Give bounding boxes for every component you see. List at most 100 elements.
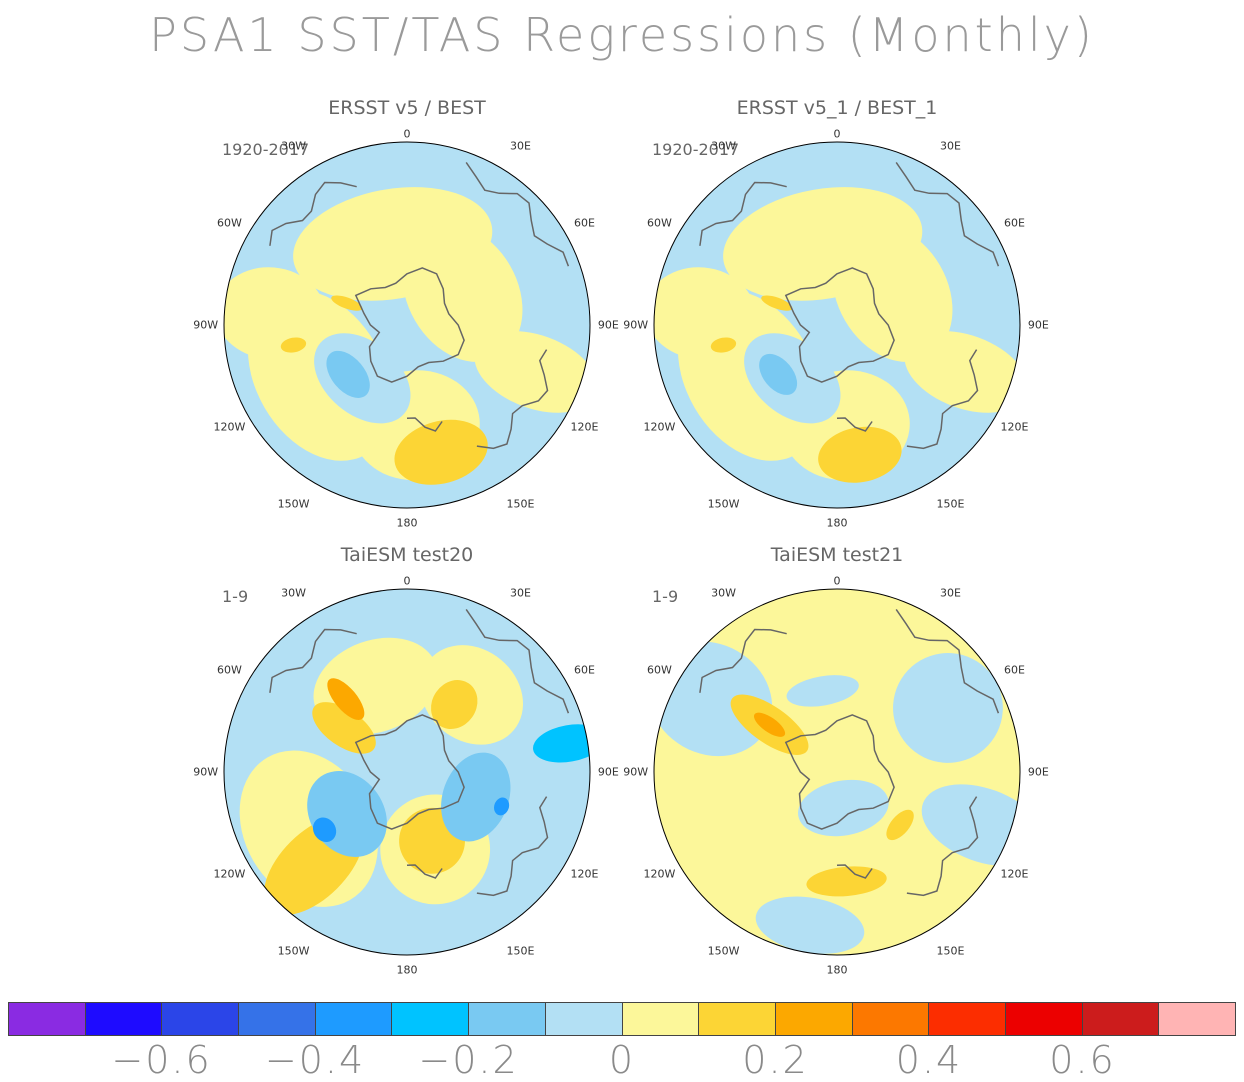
- longitude-label: 90W: [193, 318, 219, 332]
- colorbar-swatch: [1005, 1002, 1083, 1036]
- longitude-label: 90E: [1027, 318, 1049, 332]
- longitude-label: 150W: [707, 497, 740, 511]
- colorbar-swatch: [162, 1002, 240, 1036]
- longitude-label: 90W: [623, 765, 649, 779]
- anomaly-region: [893, 653, 1003, 763]
- polar-map-taiesm-test20: [223, 588, 591, 956]
- anomaly-region: [402, 223, 523, 363]
- anomaly-region: [224, 267, 326, 359]
- colorbar-swatch: [315, 1002, 393, 1036]
- longitude-label: 60W: [217, 216, 242, 230]
- anomaly-region: [806, 866, 887, 897]
- anomaly-region: [832, 223, 953, 363]
- colorbar-swatch: [85, 1002, 163, 1036]
- longitude-label: 120W: [643, 420, 676, 434]
- anomaly-region: [441, 752, 511, 842]
- longitude-label: 120W: [213, 420, 246, 434]
- longitude-label: 30W: [281, 586, 306, 600]
- colorbar-tick-label: −0.6: [111, 1038, 212, 1082]
- main-title: PSA1 SST/TAS Regressions (Monthly): [149, 8, 1095, 62]
- antarctica-coastline: [354, 267, 465, 383]
- continent-coastline: [895, 161, 1000, 267]
- longitude-label: 0: [833, 127, 841, 141]
- longitude-label: 30E: [939, 586, 961, 600]
- anomaly-region: [474, 331, 590, 413]
- polar-map-taiesm-test21: [653, 588, 1021, 956]
- anomaly-region: [904, 331, 1020, 413]
- map-border: [653, 588, 1021, 956]
- longitude-label: 60E: [574, 216, 595, 230]
- polar-map-ersst-best: [223, 141, 591, 509]
- colorbar-swatch: [1082, 1002, 1160, 1036]
- anomaly-region: [280, 337, 307, 353]
- longitude-label: 150E: [936, 497, 965, 511]
- colorbar-swatch: [392, 1002, 470, 1036]
- polar-map-ersst1-best1: [653, 141, 1021, 509]
- map-border: [223, 588, 591, 956]
- continent-coastline: [836, 864, 873, 879]
- longitude-label: 120E: [1000, 420, 1029, 434]
- colorbar-swatch: [239, 1002, 316, 1036]
- longitude-label: 150W: [707, 944, 740, 958]
- anomaly-region: [327, 678, 365, 720]
- longitude-label: 120E: [570, 867, 599, 881]
- longitude-label: 90W: [193, 765, 219, 779]
- longitude-label: 150E: [506, 497, 535, 511]
- panel-title-ersst-best: ERSST v5 / BEST: [328, 97, 486, 119]
- continent-coastline: [699, 628, 787, 693]
- longitude-label: 150W: [277, 497, 310, 511]
- longitude-label: 120W: [643, 867, 676, 881]
- continent-coastline: [699, 181, 787, 246]
- longitude-label: 0: [833, 574, 841, 588]
- anomaly-region: [710, 337, 737, 353]
- longitude-label: 30E: [939, 139, 961, 153]
- longitude-label: 60E: [1004, 216, 1025, 230]
- anomaly-region: [818, 426, 902, 483]
- anomaly-region: [331, 295, 363, 311]
- longitude-label: 120E: [570, 420, 599, 434]
- longitude-label: 180: [396, 516, 418, 530]
- longitude-label: 30W: [281, 139, 306, 153]
- colorbar-tick-label: 0.6: [1049, 1038, 1116, 1082]
- colorbar-swatch: [929, 1002, 1006, 1036]
- longitude-label: 30W: [711, 139, 736, 153]
- colorbar-tick-label: −0.4: [264, 1038, 366, 1082]
- continent-coastline: [895, 608, 1000, 714]
- continent-coastline: [465, 161, 570, 267]
- continent-coastline: [269, 181, 357, 246]
- longitude-label: 150E: [506, 944, 535, 958]
- anomaly-region: [759, 353, 798, 395]
- colorbar-tick-label: 0.4: [895, 1038, 963, 1082]
- anomaly-region: [786, 675, 859, 707]
- longitude-label: 150W: [277, 944, 310, 958]
- longitude-label: 90W: [623, 318, 649, 332]
- antarctica-coastline: [354, 714, 465, 830]
- longitude-label: 30E: [509, 586, 531, 600]
- period-label-taiesm-test21: 1-9: [652, 587, 679, 606]
- map-border: [653, 141, 1021, 509]
- continent-coastline: [465, 608, 570, 714]
- longitude-label: 0: [403, 574, 411, 588]
- anomaly-region: [431, 680, 478, 730]
- longitude-label: 90E: [597, 765, 619, 779]
- anomaly-region: [753, 712, 786, 737]
- continent-coastline: [269, 628, 357, 693]
- period-label-ersst-best: 1920-2017: [222, 140, 310, 159]
- longitude-label: 120W: [213, 867, 246, 881]
- anomaly-region: [394, 419, 488, 485]
- colorbar-swatch: [852, 1002, 930, 1036]
- continent-coastline: [836, 417, 873, 432]
- longitude-label: 90E: [1027, 765, 1049, 779]
- colorbar-tick-label: 0.2: [742, 1038, 809, 1082]
- anomaly-region: [886, 809, 914, 841]
- longitude-label: 0: [403, 127, 411, 141]
- colorbar-swatch: [622, 1002, 700, 1036]
- longitude-label: 30W: [711, 586, 736, 600]
- colorbar-swatch: [1159, 1002, 1236, 1036]
- longitude-label: 60W: [217, 663, 242, 677]
- anomaly-region: [798, 779, 889, 837]
- longitude-label: 180: [396, 963, 418, 977]
- colorbar-swatch: [469, 1002, 546, 1036]
- longitude-label: 30E: [509, 139, 531, 153]
- anomaly-region: [755, 896, 865, 954]
